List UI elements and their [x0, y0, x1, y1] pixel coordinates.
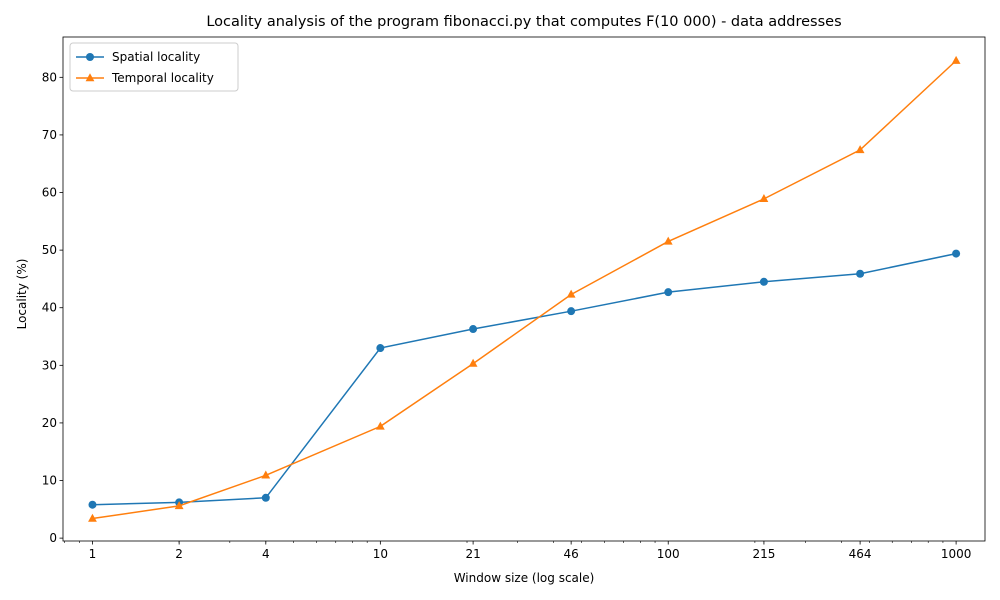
axes-frame [62, 36, 986, 542]
series-line-1 [92, 252, 957, 506]
data-point [88, 513, 97, 522]
chart-title: Locality analysis of the program fibonac… [206, 14, 841, 30]
x-tick-label: 2 [175, 547, 183, 561]
axes: 0 10 20 30 40 50 60 70 80 1 2 4 10 21 46 100 215 464 1000 [42, 36, 986, 561]
x-tick-label: 46 [564, 547, 579, 561]
y-tick-label: 80 [42, 70, 57, 84]
x-tick-label: 10 [373, 547, 388, 561]
x-tick-label: 4 [262, 547, 270, 561]
data-point [952, 249, 961, 258]
data-point [759, 194, 769, 203]
legend-label: Spatial locality [112, 50, 200, 64]
data-point [759, 277, 768, 286]
x-tick-label: 1 [89, 547, 97, 561]
y-tick-label: 40 [42, 301, 57, 315]
series-line-2 [92, 60, 957, 520]
legend-marker [85, 73, 95, 82]
legend-box [69, 42, 239, 92]
x-tick-label: 1000 [941, 547, 972, 561]
legend: Spatial locality Temporal locality [69, 42, 239, 92]
data-point [469, 325, 478, 334]
y-tick-label: 30 [42, 358, 57, 372]
legend-marker [86, 53, 94, 61]
data-point [468, 358, 478, 367]
data-point [375, 421, 385, 430]
y-tick-label: 10 [42, 474, 57, 488]
y-axis-label: Locality (%) [15, 259, 29, 330]
legend-label: Temporal locality [111, 71, 214, 85]
x-tick-label: 215 [752, 547, 775, 561]
x-tick-label: 464 [849, 547, 872, 561]
y-tick-label: 0 [49, 531, 57, 545]
x-tick-label: 21 [465, 547, 480, 561]
y-tick-label: 70 [42, 128, 57, 142]
y-tick-label: 60 [42, 186, 57, 200]
data-point [261, 493, 270, 502]
data-point [261, 470, 271, 479]
plot-area [88, 55, 961, 522]
data-point [174, 501, 184, 510]
y-tick-label: 50 [42, 243, 57, 257]
data-point [664, 288, 673, 297]
x-axis-label: Window size (log scale) [454, 571, 595, 585]
data-point [951, 55, 961, 64]
y-tick-label: 20 [42, 416, 57, 430]
data-point [663, 236, 673, 245]
data-point [855, 145, 865, 154]
data-point [88, 500, 97, 509]
x-tick-label: 100 [657, 547, 680, 561]
data-point [566, 289, 576, 298]
data-point [856, 269, 865, 278]
data-point [376, 344, 385, 353]
data-point [567, 307, 576, 316]
